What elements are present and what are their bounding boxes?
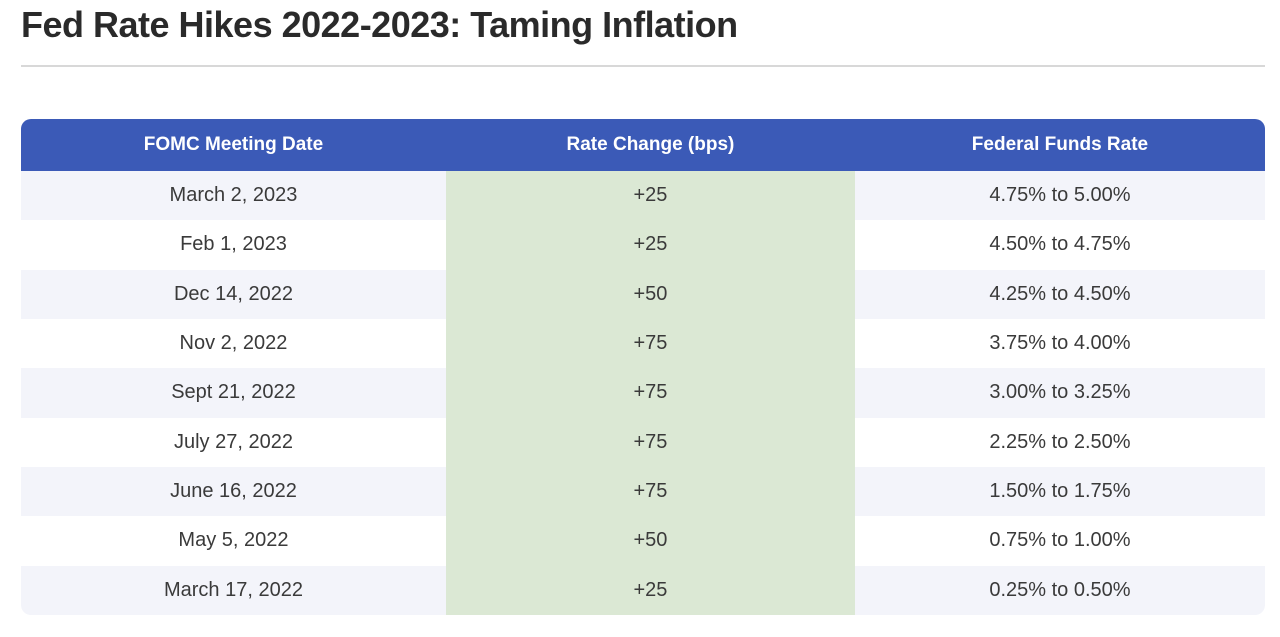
cell-fed-funds-rate: 4.25% to 4.50% <box>989 282 1131 305</box>
column-header-rate-change-bps: Rate Change (bps) <box>566 134 735 155</box>
cell-meeting-date: May 5, 2022 <box>178 529 289 552</box>
cell-fed-funds-rate: 0.25% to 0.50% <box>989 578 1131 601</box>
cell-meeting-date: June 16, 2022 <box>170 480 297 503</box>
cell-fed-funds-rate: 2.25% to 2.50% <box>989 430 1131 453</box>
table-header-row: FOMC Meeting Date Rate Change (bps) Fede… <box>21 119 1265 171</box>
table-row: July 27, 2022 +75 2.25% to 2.50% <box>21 417 1265 467</box>
table-row: Sept 21, 2022 +75 3.00% to 3.25% <box>21 368 1265 418</box>
cell-rate-change: +75 <box>445 318 855 369</box>
table-row: March 2, 2023 +25 4.75% to 5.00% <box>21 171 1265 221</box>
table-row: May 5, 2022 +50 0.75% to 1.00% <box>21 516 1265 566</box>
cell-fed-funds-rate: 4.75% to 5.00% <box>989 184 1131 207</box>
table-row: Nov 2, 2022 +75 3.75% to 4.00% <box>21 318 1265 369</box>
cell-meeting-date: March 17, 2022 <box>163 578 303 601</box>
fed-rate-table: FOMC Meeting Date Rate Change (bps) Fede… <box>21 119 1265 615</box>
column-header-fomc-meeting-date: FOMC Meeting Date <box>143 134 324 155</box>
table-row: March 17, 2022 +25 0.25% to 0.50% <box>21 565 1265 615</box>
cell-rate-change: +25 <box>445 565 855 615</box>
cell-rate-change: +25 <box>445 220 855 270</box>
cell-fed-funds-rate: 0.75% to 1.00% <box>989 529 1131 552</box>
cell-meeting-date: Sept 21, 2022 <box>171 381 296 404</box>
table-row: June 16, 2022 +75 1.50% to 1.75% <box>21 466 1265 517</box>
title-divider <box>21 65 1265 67</box>
cell-rate-change: +50 <box>445 269 855 319</box>
cell-meeting-date: Dec 14, 2022 <box>173 282 293 305</box>
table-body: March 2, 2023 +25 4.75% to 5.00% Feb 1, 202… <box>21 171 1265 615</box>
cell-meeting-date: March 2, 2023 <box>169 184 298 207</box>
cell-rate-change: +75 <box>445 368 855 418</box>
cell-fed-funds-rate: 1.50% to 1.75% <box>989 480 1131 503</box>
cell-meeting-date: Feb 1, 2023 <box>180 233 287 256</box>
cell-meeting-date: Nov 2, 2022 <box>179 332 288 355</box>
cell-fed-funds-rate: 4.50% to 4.75% <box>989 233 1131 256</box>
page-title: Fed Rate Hikes 2022-2023: Taming Inflati… <box>21 4 738 45</box>
cell-fed-funds-rate: 3.75% to 4.00% <box>989 332 1131 355</box>
table-row: Feb 1, 2023 +25 4.50% to 4.75% <box>21 220 1265 270</box>
cell-fed-funds-rate: 3.00% to 3.25% <box>989 381 1131 404</box>
table-row: Dec 14, 2022 +50 4.25% to 4.50% <box>21 269 1265 319</box>
cell-rate-change: +75 <box>445 417 855 467</box>
cell-meeting-date: July 27, 2022 <box>173 430 293 453</box>
cell-rate-change: +50 <box>445 516 855 566</box>
column-header-federal-funds-rate: Federal Funds Rate <box>971 134 1149 155</box>
cell-rate-change: +25 <box>445 171 855 221</box>
cell-rate-change: +75 <box>445 466 855 517</box>
